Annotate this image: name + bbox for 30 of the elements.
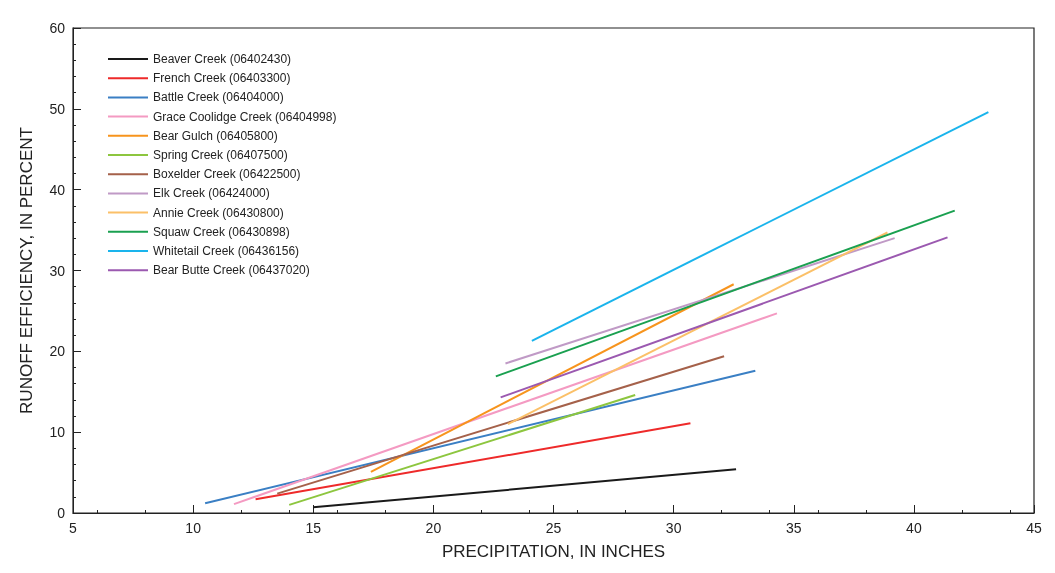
- x-tick-label: 25: [545, 520, 562, 536]
- y-tick-label: 20: [49, 343, 66, 360]
- legend-label: Spring Creek (06407500): [153, 148, 288, 162]
- y-tick-label: 60: [49, 20, 66, 36]
- x-tick-label: 45: [1026, 520, 1042, 536]
- y-tick-label: 10: [49, 424, 66, 441]
- legend-label: Bear Gulch (06405800): [153, 128, 278, 143]
- y-tick-label: 50: [49, 100, 66, 117]
- legend-label: Annie Creek (06430800): [153, 205, 284, 220]
- x-tick-label: 40: [906, 520, 922, 536]
- legend-label: Bear Butte Creek (06437020): [153, 263, 310, 278]
- x-tick-label: 15: [305, 520, 322, 536]
- legend-label: Squaw Creek (06430898): [153, 224, 290, 239]
- y-tick-label: 0: [57, 505, 66, 521]
- legend-label: Grace Coolidge Creek (06404998): [153, 109, 337, 124]
- x-tick-label: 30: [665, 520, 682, 536]
- x-tick-label: 5: [69, 520, 78, 536]
- x-tick-label: 10: [185, 520, 202, 536]
- y-tick-label: 40: [49, 181, 66, 198]
- x-axis-title: PRECIPITATION, IN INCHES: [441, 542, 666, 561]
- legend-label: Boxelder Creek (06422500): [153, 167, 301, 182]
- legend-label: Elk Creek (06424000): [153, 186, 270, 201]
- legend-label: Beaver Creek (06402430): [153, 52, 292, 66]
- y-axis-title: RUNOFF EFFICIENCY, IN PERCENT: [17, 127, 36, 414]
- legend-label: Whitetail Creek (06436156): [153, 244, 300, 258]
- x-tick-label: 35: [785, 520, 802, 536]
- legend-label: Battle Creek (06404000): [153, 90, 284, 105]
- legend-label: French Creek (06403300): [153, 71, 291, 86]
- y-tick-label: 30: [49, 262, 66, 279]
- x-tick-label: 20: [425, 520, 442, 536]
